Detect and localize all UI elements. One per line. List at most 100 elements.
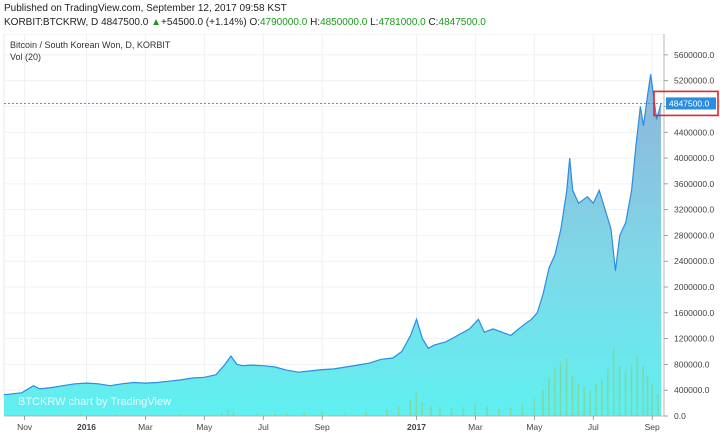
change-value: +54500.0 (+1.14%) <box>161 17 247 28</box>
x-tick-label: Mar <box>138 422 153 432</box>
volume-bar <box>474 403 477 416</box>
volume-bar <box>150 414 152 416</box>
volume-bar <box>657 393 659 416</box>
low-label: L: <box>370 17 379 28</box>
volume-bar <box>533 398 535 416</box>
symbol-label: KORBIT:BTCKRW, D <box>4 17 99 28</box>
volume-bar <box>274 413 276 416</box>
x-tick-label: 2016 <box>77 422 96 432</box>
x-tick-label: May <box>196 422 213 432</box>
volume-bar <box>601 379 603 416</box>
quote-line: KORBIT:BTCKRW, D 4847500.0 ▲+54500.0 (+1… <box>4 17 486 28</box>
volume-bar <box>577 383 580 416</box>
volume-bar <box>548 378 550 416</box>
x-tick-label: Jul <box>258 422 269 432</box>
close-label: C: <box>428 17 439 28</box>
volume-bar <box>589 390 591 416</box>
volume-bar <box>565 358 568 416</box>
y-tick-label: 5200000.0 <box>674 76 714 86</box>
x-tick-label: May <box>526 422 543 432</box>
highlight-box <box>653 90 719 117</box>
volume-bar <box>612 347 615 416</box>
published-line: Published on TradingView.com, September … <box>4 3 287 14</box>
volume-bar <box>571 375 574 416</box>
y-tick-label: 800000.0 <box>674 359 710 369</box>
price-line <box>3 74 662 396</box>
volume-bar <box>226 409 229 416</box>
volume-bar <box>365 411 368 416</box>
price-chart[interactable]: 5600000.05200000.04800000.04400000.04000… <box>0 34 720 436</box>
x-tick-label: Nov <box>17 422 33 432</box>
y-tick-label: 400000.0 <box>674 385 710 395</box>
volume-bar <box>79 413 82 416</box>
volume-bar <box>397 406 400 416</box>
volume-bars <box>79 347 659 416</box>
volume-bar <box>624 370 627 416</box>
volume-bar <box>509 407 512 416</box>
volume-bar <box>256 413 258 416</box>
volume-bar <box>642 366 644 416</box>
chart-title: Bitcoin / South Korean Won, D, KORBIT <box>10 40 171 50</box>
y-tick-label: 4000000.0 <box>674 153 714 163</box>
volume-bar <box>607 368 609 416</box>
open-value: 4790000.0 <box>260 17 308 28</box>
volume-bar <box>583 386 586 416</box>
x-axis: Nov 2016 Mar May Jul Sep 2017 Mar May Jul Sep <box>4 415 664 432</box>
volume-bar <box>114 414 117 416</box>
volume-bar <box>179 414 182 416</box>
y-tick-label: 3600000.0 <box>674 179 714 189</box>
x-tick-label: Jul <box>588 422 599 432</box>
high-label: H: <box>310 17 321 28</box>
y-tick-label: 2000000.0 <box>674 282 714 292</box>
volume-bar <box>232 411 235 416</box>
volume-bar <box>542 389 544 416</box>
volume-bar <box>630 364 633 416</box>
volume-bar <box>521 404 524 416</box>
y-tick-label: 2800000.0 <box>674 230 714 240</box>
volume-bar <box>221 412 223 416</box>
x-tick-label: Sep <box>315 422 330 432</box>
volume-bar <box>636 355 639 416</box>
volume-bar <box>421 402 423 416</box>
volume-bar <box>595 383 597 416</box>
y-tick-label: 0.0 <box>674 411 686 421</box>
volume-bar <box>646 375 649 416</box>
last-price: 4847500.0 <box>101 17 149 28</box>
y-tick-label: 2400000.0 <box>674 256 714 266</box>
price-tag: 4847500.0 <box>653 90 719 117</box>
low-value: 4781000.0 <box>378 17 426 28</box>
x-tick-label: Sep <box>645 422 660 432</box>
volume-bar <box>409 400 412 416</box>
volume-bar <box>559 363 562 416</box>
volume-bar <box>386 409 388 416</box>
volume-bar <box>651 384 653 416</box>
volume-bar <box>498 408 500 416</box>
price-tag-background <box>666 97 716 110</box>
close-value: 4847500.0 <box>438 17 486 28</box>
y-tick-label: 3200000.0 <box>674 205 714 215</box>
volume-bar <box>618 366 621 416</box>
high-value: 4850000.0 <box>320 17 368 28</box>
volume-bar <box>344 412 347 416</box>
volume-bar <box>430 405 432 416</box>
volume-bar <box>450 408 453 416</box>
x-tick-label: 2017 <box>407 422 426 432</box>
volume-bar <box>285 412 288 416</box>
volume-bar <box>415 392 418 416</box>
volume-bar <box>321 411 323 416</box>
open-label: O: <box>249 17 260 28</box>
volume-bar <box>462 407 465 416</box>
volume-bar <box>439 406 441 416</box>
volume-bar <box>303 412 306 416</box>
volume-bar <box>553 368 556 416</box>
chart-header: Published on TradingView.com, September … <box>0 0 720 34</box>
volume-legend: Vol (20) <box>10 52 42 62</box>
y-tick-label: 1200000.0 <box>674 334 714 344</box>
x-tick-label: Mar <box>468 422 483 432</box>
y-tick-label: 1600000.0 <box>674 308 714 318</box>
change-up-icon: ▲ <box>151 17 162 28</box>
y-tick-label: 4400000.0 <box>674 127 714 137</box>
watermark: BTCKRW chart by TradingView <box>18 396 172 408</box>
volume-bar <box>486 406 488 416</box>
y-tick-label: 5600000.0 <box>674 50 714 60</box>
